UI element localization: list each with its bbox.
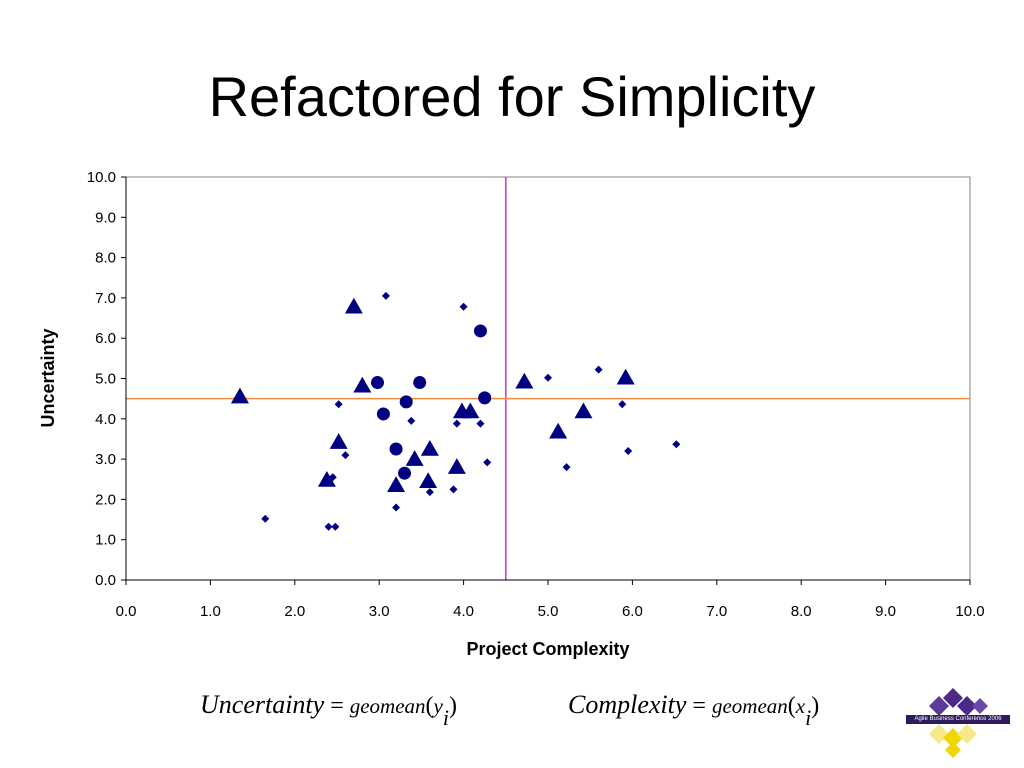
triangle-point (420, 440, 439, 456)
triangle-point (344, 297, 363, 314)
y-tick-label: 1.0 (95, 532, 116, 549)
slide-title: Refactored for Simplicity (208, 65, 816, 128)
logo-text: Agile Business Conference 2006 (906, 715, 1010, 724)
diamond-point (334, 400, 343, 409)
formula-argument: y (433, 694, 443, 718)
diamond-point (459, 302, 468, 311)
x-tick-label: 0.0 (116, 603, 137, 620)
triangle-point (329, 433, 348, 449)
formula-open-paren: ( (787, 693, 796, 719)
formula-subscript: i (805, 705, 812, 730)
reference-lines (126, 177, 970, 580)
formula-lhs: Complexity (568, 690, 687, 719)
uncertainty-formula: Uncertainty = geomean(yi) (200, 690, 457, 730)
diamond-point (449, 485, 458, 494)
triangle-point (515, 372, 534, 389)
circle-point (413, 376, 427, 390)
circle-point (478, 391, 492, 405)
y-tick-label: 2.0 (95, 491, 116, 508)
triangle-point (574, 402, 593, 419)
formula-close-paren: ) (811, 693, 820, 719)
x-tick-label: 9.0 (875, 603, 896, 620)
triangle-point (447, 458, 466, 474)
y-tick-label: 9.0 (95, 209, 116, 226)
triangle-point (549, 422, 568, 439)
x-tick-label: 7.0 (706, 603, 727, 620)
data-points (230, 291, 681, 531)
diamond-point (562, 463, 571, 472)
x-tick-label: 10.0 (955, 603, 984, 620)
circle-point (371, 376, 385, 390)
conference-logo: Agile Business Conference 2006 (906, 686, 1010, 758)
x-tick-label: 6.0 (622, 603, 643, 620)
diamond-point (324, 522, 333, 531)
diamond-point (452, 419, 461, 428)
diamond-point (407, 416, 416, 425)
diamond-point (672, 440, 681, 449)
triangle-point (230, 387, 249, 404)
y-axis-title: Uncertainty (38, 328, 58, 427)
y-tick-label: 7.0 (95, 290, 116, 307)
triangle-point (616, 368, 635, 385)
y-tick-label: 6.0 (95, 330, 116, 347)
x-axis-title: Project Complexity (466, 639, 629, 659)
diamond-point (331, 522, 340, 531)
diamond-point (483, 458, 492, 467)
y-tick-label: 8.0 (95, 250, 116, 267)
y-tick-label: 10.0 (87, 169, 116, 186)
x-axis-ticks: 0.0 1.0 2.0 3.0 4.0 5.0 6.0 7.0 8.0 9.0 10.0 (116, 580, 985, 620)
diamond-point (425, 488, 434, 497)
formula-subscript: i (442, 705, 449, 730)
diamond-point (476, 419, 485, 428)
formula-equals: = (330, 693, 344, 719)
circle-point (376, 407, 390, 421)
formula-function: geomean (711, 694, 788, 718)
x-tick-label: 5.0 (538, 603, 559, 620)
formula-argument: x (795, 694, 806, 718)
y-tick-label: 0.0 (95, 572, 116, 589)
x-tick-label: 8.0 (791, 603, 812, 620)
formula-close-paren: ) (449, 693, 457, 719)
y-tick-label: 3.0 (95, 451, 116, 468)
formula-equals: = (692, 693, 706, 719)
circle-point (399, 395, 413, 409)
triangle-point (353, 376, 372, 393)
formula-function: geomean (349, 694, 426, 718)
diamond-point (624, 447, 633, 456)
diamond-point (594, 365, 603, 374)
x-tick-label: 4.0 (453, 603, 474, 620)
diamond-point (618, 400, 627, 409)
formula-open-paren: ( (425, 693, 434, 719)
y-axis-ticks: 0.0 1.0 2.0 3.0 4.0 5.0 6.0 7.0 8.0 9.0 10.0 (87, 169, 126, 589)
triangle-point (387, 476, 406, 493)
triangle-point (405, 450, 424, 466)
x-tick-label: 1.0 (200, 603, 221, 620)
y-tick-label: 4.0 (95, 411, 116, 428)
complexity-formula: Complexity = geomean(xi) (568, 690, 820, 730)
diamond-point (341, 451, 350, 460)
circle-point (473, 324, 487, 338)
x-tick-label: 3.0 (369, 603, 390, 620)
formula-lhs: Uncertainty (200, 690, 325, 719)
y-tick-label: 5.0 (95, 371, 116, 388)
logo-diamonds (929, 688, 988, 758)
diamond-point (261, 514, 270, 523)
triangle-point (419, 472, 438, 489)
triangle-point (317, 471, 336, 487)
x-tick-label: 2.0 (284, 603, 305, 620)
diamond-point (381, 291, 390, 300)
scatter-chart: 0.0 1.0 2.0 3.0 4.0 5.0 6.0 7.0 8.0 9.0 10.0 0.0 1.… (38, 169, 985, 659)
circle-point (389, 442, 403, 456)
diamond-point (544, 373, 552, 382)
diamond-point (392, 503, 401, 512)
triangle-point (461, 402, 480, 419)
circle-point (398, 466, 412, 480)
